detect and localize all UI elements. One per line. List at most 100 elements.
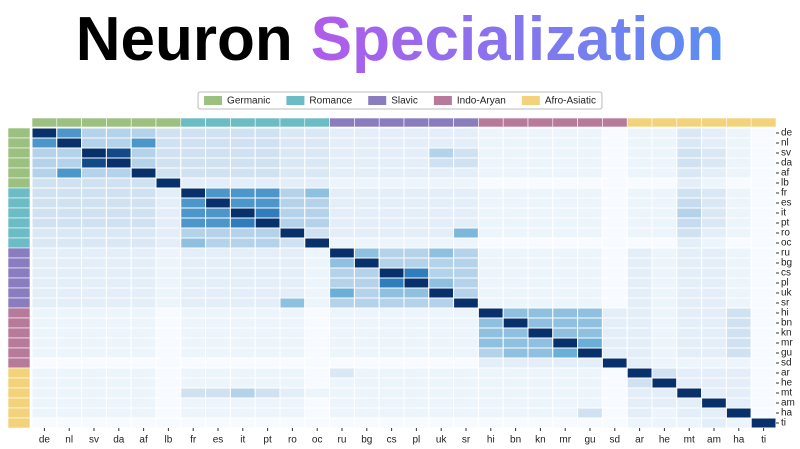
cell	[601, 357, 628, 369]
legend-swatch	[521, 96, 540, 105]
cell	[254, 367, 281, 379]
y-tick-label: hi	[781, 308, 789, 319]
cell	[130, 177, 157, 189]
cell	[552, 357, 579, 369]
cell	[601, 317, 628, 329]
cell	[750, 237, 777, 249]
cell	[279, 257, 306, 269]
cell	[428, 307, 455, 319]
cell	[105, 137, 132, 149]
cell	[527, 277, 554, 289]
cell	[31, 417, 58, 429]
cell	[725, 217, 752, 229]
cell	[527, 137, 554, 149]
cell	[31, 137, 58, 149]
cell	[477, 127, 504, 139]
cell	[180, 337, 207, 349]
cell	[701, 157, 727, 169]
cell	[378, 367, 405, 379]
cell	[130, 307, 157, 319]
cell	[81, 267, 107, 279]
group-strip-left	[7, 407, 31, 419]
cell	[304, 367, 331, 379]
cell	[279, 187, 306, 199]
cell	[676, 357, 703, 369]
cell	[353, 307, 380, 319]
cell	[626, 307, 653, 319]
cell	[577, 267, 603, 279]
cell	[626, 337, 653, 349]
cell	[205, 207, 231, 219]
cell	[403, 317, 430, 329]
cell	[701, 407, 727, 419]
cell	[601, 197, 628, 209]
cell	[428, 257, 455, 269]
cell	[527, 307, 554, 319]
cell	[453, 387, 479, 399]
cell	[229, 277, 256, 289]
cell	[155, 327, 182, 339]
cell	[477, 417, 504, 429]
cell	[279, 347, 306, 359]
cell	[676, 247, 703, 259]
cell	[750, 207, 777, 219]
cell	[577, 237, 603, 249]
cell	[254, 317, 281, 329]
cell	[750, 277, 777, 289]
cell	[56, 147, 83, 159]
cell	[130, 417, 157, 429]
x-tick-label: fr	[190, 435, 197, 446]
cell	[353, 147, 380, 159]
cell	[56, 307, 83, 319]
cell	[254, 197, 281, 209]
cell	[626, 167, 653, 179]
cell	[701, 287, 727, 299]
cell	[56, 347, 83, 359]
cell	[750, 247, 777, 259]
group-strip-left	[7, 417, 31, 429]
cell	[502, 197, 529, 209]
group-strip-left	[7, 367, 31, 379]
cell	[453, 257, 479, 269]
cell	[31, 367, 58, 379]
cell	[552, 377, 579, 389]
cell	[81, 197, 107, 209]
cell	[229, 287, 256, 299]
cell	[527, 317, 554, 329]
legend-swatch	[286, 96, 305, 105]
cell	[453, 137, 479, 149]
cell	[31, 237, 58, 249]
group-strip-top	[577, 117, 603, 128]
group-strip-top	[304, 117, 330, 128]
group-strip-left	[7, 237, 31, 249]
cell	[105, 307, 132, 319]
cell	[601, 307, 628, 319]
cell	[502, 337, 529, 349]
cell	[676, 377, 703, 389]
cell	[205, 387, 231, 399]
cell	[329, 157, 355, 169]
cell	[502, 167, 529, 179]
group-strip-top	[31, 117, 58, 128]
cell	[676, 307, 703, 319]
cell	[527, 167, 554, 179]
cell	[205, 297, 231, 309]
cell	[601, 177, 628, 189]
cell	[626, 217, 653, 229]
cell	[180, 417, 207, 429]
cell	[378, 377, 405, 389]
cell	[180, 357, 207, 369]
group-strip-left	[7, 307, 31, 319]
cell	[701, 277, 727, 289]
cell	[304, 377, 331, 389]
cell	[403, 127, 430, 139]
cell	[750, 147, 777, 159]
cell	[105, 167, 132, 179]
cell	[353, 397, 380, 409]
cell	[130, 287, 157, 299]
cell	[81, 157, 107, 169]
group-strip-left	[7, 257, 31, 269]
group-strip-top	[478, 117, 504, 128]
cell	[353, 297, 380, 309]
cell	[403, 277, 430, 289]
